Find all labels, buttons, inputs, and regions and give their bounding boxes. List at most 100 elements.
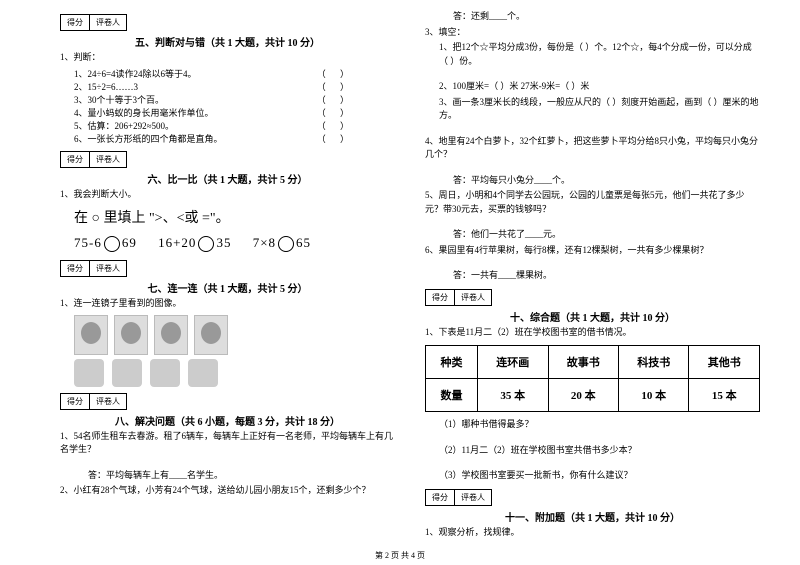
th-other: 其他书 <box>689 346 760 379</box>
judge-text: 4、量小蚂蚁的身长用毫米作单位。 <box>74 106 214 119</box>
judge-item-1: 1、24÷6=4读作24除以6等于4。 （ ） <box>60 67 395 80</box>
image-placeholder <box>114 315 148 355</box>
q8-3: 3、填空： <box>425 26 760 40</box>
judge-item-2: 2、15÷2=6……3 （ ） <box>60 80 395 93</box>
judge-text: 5、估算：206+292≈500。 <box>74 119 174 132</box>
a8-6: 答：一共有____棵果树。 <box>425 269 760 283</box>
judge-item-5: 5、估算：206+292≈500。 （ ） <box>60 119 395 132</box>
td-val: 10 本 <box>618 379 688 412</box>
section-5-title: 五、判断对与错（共 1 大题，共计 10 分） <box>60 34 395 49</box>
paren: （ ） <box>317 106 355 119</box>
q10-sub3: （3）学校图书室要买一批新书，你有什么建议？ <box>425 469 760 483</box>
q8-3-1: 1、把12个☆平均分成3份，每份是（ ）个。12个☆，每4个分成一份，可以分成（… <box>425 41 760 68</box>
image-placeholder <box>188 359 218 387</box>
th-type: 种类 <box>426 346 478 379</box>
paren: （ ） <box>317 93 355 106</box>
td-val: 35 本 <box>478 379 548 412</box>
judge-text: 1、24÷6=4读作24除以6等于4。 <box>74 67 197 80</box>
q8-1: 1、54名师生租车去春游。租了6辆车，每辆车上正好有一名老师，平均每辆车上有几名… <box>60 430 395 457</box>
a8-1: 答：平均每辆车上有____名学生。 <box>60 469 395 483</box>
reviewer-label: 评卷人 <box>455 489 492 506</box>
compare-instruction: 在 ○ 里填上 ">、<或 ="。 <box>60 207 395 227</box>
td-val: 20 本 <box>548 379 618 412</box>
judge-item-6: 6、一张长方形纸的四个角都是直角。（ ） <box>60 132 395 145</box>
score-label: 得分 <box>60 260 90 277</box>
judge-text: 2、15÷2=6……3 <box>74 80 138 93</box>
score-box-5: 得分 评卷人 <box>60 14 395 31</box>
reviewer-label: 评卷人 <box>455 289 492 306</box>
book-table: 种类 连环画 故事书 科技书 其他书 数量 35 本 20 本 10 本 15 … <box>425 345 760 412</box>
reviewer-label: 评卷人 <box>90 260 127 277</box>
td-val: 15 本 <box>689 379 760 412</box>
judge-item-4: 4、量小蚂蚁的身长用毫米作单位。 （ ） <box>60 106 395 119</box>
comp-b: 35 <box>216 235 231 250</box>
compare-row: 75-6 69 16+20 35 7×8 65 <box>60 235 395 252</box>
image-placeholder <box>194 315 228 355</box>
reviewer-label: 评卷人 <box>90 14 127 31</box>
score-box-8: 得分 评卷人 <box>60 393 395 410</box>
q10-sub2: （2）11月二（2）班在学校图书室共借书多少本？ <box>425 444 760 458</box>
right-column: 答：还剩____个。 3、填空： 1、把12个☆平均分成3份，每份是（ ）个。1… <box>425 8 760 541</box>
comp-a: 7×8 <box>253 235 276 250</box>
score-label: 得分 <box>60 393 90 410</box>
q5-1: 1、判断： <box>60 51 395 65</box>
circle-blank <box>198 236 214 252</box>
section-10-title: 十、综合题（共 1 大题，共计 10 分） <box>425 309 760 324</box>
image-placeholder <box>150 359 180 387</box>
left-column: 得分 评卷人 五、判断对与错（共 1 大题，共计 10 分） 1、判断： 1、2… <box>60 8 395 541</box>
reviewer-label: 评卷人 <box>90 151 127 168</box>
q8-5: 5、周日，小明和4个同学去公园玩，公园的儿童票是每张5元，他们一共花了多少元？带… <box>425 189 760 216</box>
judge-text: 3、30个十等于3个百。 <box>74 93 164 106</box>
q10-sub1: （1）哪种书借得最多？ <box>425 418 760 432</box>
score-box-7: 得分 评卷人 <box>60 260 395 277</box>
paren: （ ） <box>317 80 355 93</box>
q6-1: 1、我会判断大小。 <box>60 188 395 202</box>
a8-5: 答：他们一共花了____元。 <box>425 228 760 242</box>
comp-a: 16+20 <box>158 235 196 250</box>
q8-6: 6、果园里有4行苹果树，每行8棵，还有12棵梨树，一共有多少棵果树？ <box>425 244 760 258</box>
image-placeholder <box>74 359 104 387</box>
a8-2: 答：还剩____个。 <box>425 10 760 24</box>
page-footer: 第 2 页 共 4 页 <box>0 550 800 561</box>
image-placeholder <box>154 315 188 355</box>
circle-blank <box>278 236 294 252</box>
score-label: 得分 <box>60 151 90 168</box>
judge-text: 6、一张长方形纸的四个角都是直角。 <box>74 132 223 145</box>
mirror-images-top <box>74 315 395 355</box>
q7-1: 1、连一连镜子里看到的图像。 <box>60 297 395 311</box>
paren: （ ） <box>317 67 355 80</box>
q8-3-2: 2、100厘米=（ ）米 27米-9米=（ ）米 <box>425 80 760 94</box>
score-label: 得分 <box>425 289 455 306</box>
page-container: 得分 评卷人 五、判断对与错（共 1 大题，共计 10 分） 1、判断： 1、2… <box>0 0 800 561</box>
comp-b: 69 <box>122 235 137 250</box>
reviewer-label: 评卷人 <box>90 393 127 410</box>
score-label: 得分 <box>60 14 90 31</box>
th-story: 故事书 <box>548 346 618 379</box>
q10-1: 1、下表是11月二（2）班在学校图书室的借书情况。 <box>425 326 760 340</box>
q8-3-3: 3、画一条3厘米长的线段，一般应从尺的（ ）刻度开始画起，画到（ ）厘米的地方。 <box>425 96 760 123</box>
q8-4: 4、地里有24个白萝卜，32个红萝卜，把这些萝卜平均分给8只小兔，平均每只小兔分… <box>425 135 760 162</box>
section-7-title: 七、连一连（共 1 大题，共计 5 分） <box>60 280 395 295</box>
score-box-10: 得分 评卷人 <box>425 289 760 306</box>
th-science: 科技书 <box>618 346 688 379</box>
q11-1: 1、观察分析，找规律。 <box>425 526 760 540</box>
td-label: 数量 <box>426 379 478 412</box>
comp-a: 75-6 <box>74 235 102 250</box>
paren: （ ） <box>317 119 355 132</box>
a8-4: 答：平均每只小兔分____个。 <box>425 174 760 188</box>
section-11-title: 十一、附加题（共 1 大题，共计 10 分） <box>425 509 760 524</box>
score-label: 得分 <box>425 489 455 506</box>
comp-b: 65 <box>296 235 311 250</box>
circle-blank <box>104 236 120 252</box>
table-data-row: 数量 35 本 20 本 10 本 15 本 <box>426 379 760 412</box>
score-box-6: 得分 评卷人 <box>60 151 395 168</box>
section-6-title: 六、比一比（共 1 大题，共计 5 分） <box>60 171 395 186</box>
image-placeholder <box>112 359 142 387</box>
th-comic: 连环画 <box>478 346 548 379</box>
image-placeholder <box>74 315 108 355</box>
table-header-row: 种类 连环画 故事书 科技书 其他书 <box>426 346 760 379</box>
section-8-title: 八、解决问题（共 6 小题，每题 3 分，共计 18 分） <box>60 413 395 428</box>
score-box-11: 得分 评卷人 <box>425 489 760 506</box>
judge-item-3: 3、30个十等于3个百。 （ ） <box>60 93 395 106</box>
mirror-images-bottom <box>74 359 395 387</box>
